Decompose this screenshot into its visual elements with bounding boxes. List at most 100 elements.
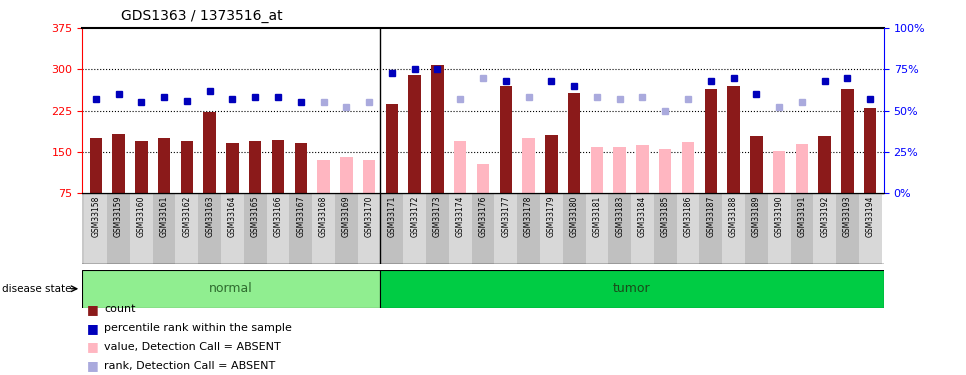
Bar <box>818 136 831 193</box>
Bar <box>631 193 654 264</box>
Bar <box>723 193 745 264</box>
Bar <box>317 160 329 193</box>
Bar <box>221 193 243 264</box>
Bar <box>249 141 262 193</box>
Text: ■: ■ <box>87 359 99 372</box>
Bar <box>84 193 107 264</box>
Text: GSM33176: GSM33176 <box>478 195 488 237</box>
Bar <box>676 193 699 264</box>
Text: GSM33161: GSM33161 <box>159 195 169 237</box>
Bar <box>295 142 307 193</box>
Bar <box>385 104 398 193</box>
Text: rank, Detection Call = ABSENT: rank, Detection Call = ABSENT <box>104 361 275 370</box>
Text: GSM33191: GSM33191 <box>797 195 807 237</box>
Text: GSM33168: GSM33168 <box>319 195 328 237</box>
Text: percentile rank within the sample: percentile rank within the sample <box>104 323 292 333</box>
Bar <box>381 193 403 264</box>
Bar <box>859 193 882 264</box>
Bar <box>540 193 563 264</box>
Bar <box>82 270 380 308</box>
Bar <box>403 193 426 264</box>
Bar <box>768 193 790 264</box>
Text: GSM33181: GSM33181 <box>592 195 602 237</box>
Text: GSM33166: GSM33166 <box>273 195 282 237</box>
Text: GSM33188: GSM33188 <box>729 195 738 237</box>
Bar <box>357 193 381 264</box>
Text: GSM33160: GSM33160 <box>137 195 146 237</box>
Bar <box>796 144 809 193</box>
Text: GSM33164: GSM33164 <box>228 195 237 237</box>
Text: value, Detection Call = ABSENT: value, Detection Call = ABSENT <box>104 342 281 352</box>
Bar <box>836 193 859 264</box>
Bar <box>431 65 443 193</box>
Text: GSM33162: GSM33162 <box>183 195 191 237</box>
Text: ■: ■ <box>87 322 99 334</box>
Text: GSM33193: GSM33193 <box>843 195 852 237</box>
Bar <box>157 138 170 193</box>
Bar <box>637 145 649 193</box>
Bar <box>363 160 376 193</box>
Text: GSM33184: GSM33184 <box>638 195 647 237</box>
Bar <box>523 138 535 193</box>
Bar <box>454 141 467 193</box>
Bar <box>340 157 353 193</box>
Bar <box>335 193 357 264</box>
Bar <box>864 108 876 193</box>
Bar <box>609 193 631 264</box>
Text: GSM33194: GSM33194 <box>866 195 875 237</box>
Bar <box>477 164 489 193</box>
Text: GDS1363 / 1373516_at: GDS1363 / 1373516_at <box>121 9 282 23</box>
Text: GSM33187: GSM33187 <box>706 195 715 237</box>
Bar <box>471 193 495 264</box>
Text: GSM33158: GSM33158 <box>91 195 100 237</box>
Bar <box>130 193 153 264</box>
Text: GSM33159: GSM33159 <box>114 195 123 237</box>
Bar <box>204 112 216 193</box>
Bar <box>590 147 603 193</box>
Bar <box>135 141 148 193</box>
Bar <box>568 93 581 193</box>
Bar <box>699 193 723 264</box>
Text: disease state: disease state <box>2 284 71 294</box>
Bar <box>198 193 221 264</box>
Bar <box>613 147 626 193</box>
Bar <box>449 193 471 264</box>
Bar <box>271 140 284 193</box>
Text: tumor: tumor <box>613 282 651 295</box>
Bar <box>226 142 239 193</box>
Text: count: count <box>104 304 136 314</box>
Text: GSM33174: GSM33174 <box>456 195 465 237</box>
Bar <box>585 193 609 264</box>
Bar <box>813 193 836 264</box>
Bar <box>112 134 125 193</box>
Bar <box>682 142 695 193</box>
Text: GSM33189: GSM33189 <box>752 195 761 237</box>
Text: ■: ■ <box>87 303 99 316</box>
Text: GSM33172: GSM33172 <box>411 195 419 237</box>
Text: GSM33165: GSM33165 <box>251 195 260 237</box>
Bar <box>773 151 785 193</box>
Bar <box>495 193 517 264</box>
Bar <box>545 135 557 193</box>
Text: GSM33185: GSM33185 <box>661 195 669 237</box>
Text: GSM33170: GSM33170 <box>364 195 374 237</box>
Text: GSM33192: GSM33192 <box>820 195 829 237</box>
Bar <box>176 193 198 264</box>
Text: normal: normal <box>209 282 253 295</box>
Bar <box>107 193 130 264</box>
Bar <box>790 193 813 264</box>
Bar <box>243 193 267 264</box>
Bar <box>750 136 762 193</box>
Bar <box>181 141 193 193</box>
Text: GSM33173: GSM33173 <box>433 195 441 237</box>
Bar <box>409 75 421 193</box>
Bar <box>499 86 512 193</box>
Text: GSM33167: GSM33167 <box>297 195 305 237</box>
Bar <box>841 88 854 193</box>
Text: GSM33179: GSM33179 <box>547 195 555 237</box>
Bar <box>659 149 671 193</box>
Bar <box>153 193 176 264</box>
Bar <box>704 88 717 193</box>
Text: GSM33169: GSM33169 <box>342 195 351 237</box>
Bar <box>290 193 312 264</box>
